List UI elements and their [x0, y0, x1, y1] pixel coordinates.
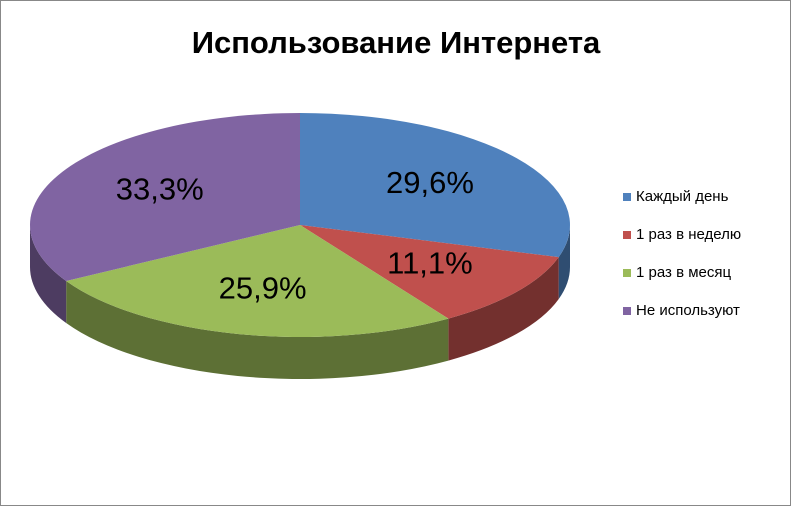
data-label: 11,1%	[387, 245, 473, 280]
legend-label: 1 раз в неделю	[636, 226, 741, 243]
legend-swatch	[623, 307, 631, 315]
chart-title: Использование Интернета	[192, 25, 601, 60]
slice	[300, 225, 559, 319]
data-label: 29,6%	[386, 165, 474, 200]
legend-label: Не используют	[636, 302, 740, 319]
legend-swatch	[623, 193, 631, 201]
slice-side	[448, 257, 559, 361]
slice	[66, 225, 449, 338]
legend-label: Каждый день	[636, 188, 729, 205]
slice	[300, 113, 570, 258]
legend-swatch	[623, 269, 631, 277]
slice-side	[30, 225, 67, 323]
slice-side	[558, 225, 570, 300]
slice-side	[66, 281, 449, 379]
data-label: 25,9%	[219, 271, 307, 306]
slice	[29, 113, 300, 281]
data-label: 33,3%	[116, 172, 204, 207]
legend-swatch	[623, 231, 631, 239]
legend-label: 1 раз в месяц	[636, 264, 731, 281]
